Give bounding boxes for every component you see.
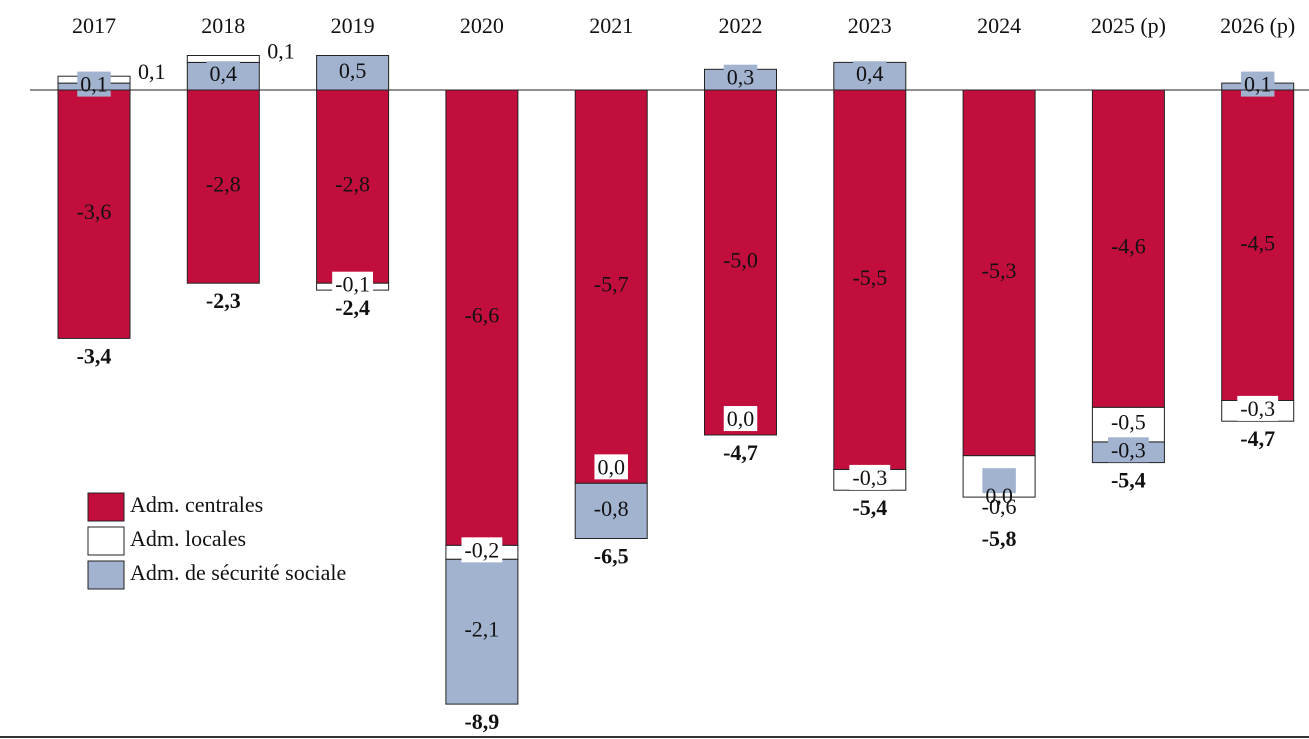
label-box	[723, 64, 758, 90]
bar-segment	[445, 89, 519, 546]
total-label: -5,8	[982, 526, 1017, 551]
value-label: -5,3	[982, 258, 1017, 283]
bar-segment	[1091, 406, 1165, 443]
total-label: -3,4	[77, 343, 112, 368]
x-tick-label: 2025 (p)	[1091, 13, 1166, 38]
bar-segment	[574, 89, 648, 484]
label-box	[849, 464, 891, 490]
value-label: -0,6	[982, 494, 1017, 519]
x-tick-label: 2026 (p)	[1220, 13, 1295, 38]
total-label: -2,4	[335, 295, 370, 320]
total-label: -6,5	[594, 544, 629, 569]
label-box	[206, 61, 241, 87]
value-label: -0,2	[464, 537, 499, 562]
value-label: 0,5	[339, 58, 367, 83]
legend-label: Adm. locales	[130, 526, 246, 551]
total-label: -2,3	[206, 288, 241, 313]
value-label: -6,6	[464, 303, 499, 328]
value-label: -0,3	[1111, 437, 1146, 462]
label-box	[77, 71, 111, 97]
value-label: -2,1	[464, 617, 499, 642]
label-box	[461, 537, 503, 563]
label-box	[853, 61, 887, 87]
label-box	[982, 468, 1016, 494]
value-label: -0,5	[1111, 410, 1146, 435]
x-tick-label: 2019	[331, 13, 375, 38]
label-box	[1240, 71, 1275, 97]
total-label: -5,4	[852, 495, 887, 520]
value-label: -2,8	[206, 172, 241, 197]
label-box	[332, 271, 374, 297]
value-label: 0,1	[138, 59, 166, 84]
legend-label: Adm. de sécurité sociale	[130, 560, 346, 585]
legend-swatch	[87, 492, 125, 522]
legend-swatch	[87, 560, 125, 590]
x-tick-label: 2020	[460, 13, 504, 38]
value-label: -2,8	[335, 172, 370, 197]
value-label: 0,1	[267, 39, 295, 64]
value-label: 0,4	[856, 61, 884, 86]
total-label: -5,4	[1111, 468, 1146, 493]
bar-segment	[962, 89, 1036, 457]
value-label: -0,1	[335, 272, 370, 297]
value-label: -5,7	[594, 272, 629, 297]
x-tick-label: 2018	[201, 13, 245, 38]
bar-segment	[445, 558, 519, 705]
bar-segment	[186, 89, 260, 284]
total-label: -4,7	[723, 440, 758, 465]
value-label: 0,3	[727, 65, 755, 90]
value-label: -0,3	[852, 465, 887, 490]
x-tick-label: 2023	[848, 13, 892, 38]
bar-segment	[57, 89, 131, 339]
legend-label: Adm. centrales	[130, 492, 263, 517]
label-box	[594, 454, 628, 480]
value-label: 0,0	[597, 454, 625, 479]
value-label: 0,1	[80, 72, 108, 97]
bar-segment	[704, 89, 777, 436]
total-label: -8,9	[464, 709, 499, 734]
label-box	[1237, 395, 1279, 421]
label-box	[1107, 437, 1149, 463]
value-label: -5,0	[723, 248, 758, 273]
label-box	[723, 406, 758, 432]
x-tick-label: 2017	[72, 13, 116, 38]
value-label: 0,0	[985, 483, 1013, 508]
value-label: -0,8	[594, 496, 629, 521]
value-label: -4,5	[1240, 230, 1275, 255]
value-label: 0,4	[210, 61, 238, 86]
value-label: -5,5	[852, 265, 887, 290]
bar-segment	[833, 89, 907, 470]
bar-segment	[574, 482, 648, 539]
total-label: -4,7	[1240, 426, 1275, 451]
value-label: 0,1	[1244, 72, 1272, 97]
x-tick-label: 2024	[977, 13, 1021, 38]
value-label: -0,3	[1240, 396, 1275, 421]
x-tick-label: 2021	[589, 13, 633, 38]
value-label: -4,6	[1111, 234, 1146, 259]
x-tick-label: 2022	[719, 13, 763, 38]
bar-segment	[1091, 89, 1165, 408]
legend-swatch	[87, 526, 125, 556]
value-label: 0,0	[727, 406, 755, 431]
value-label: -3,6	[77, 199, 112, 224]
